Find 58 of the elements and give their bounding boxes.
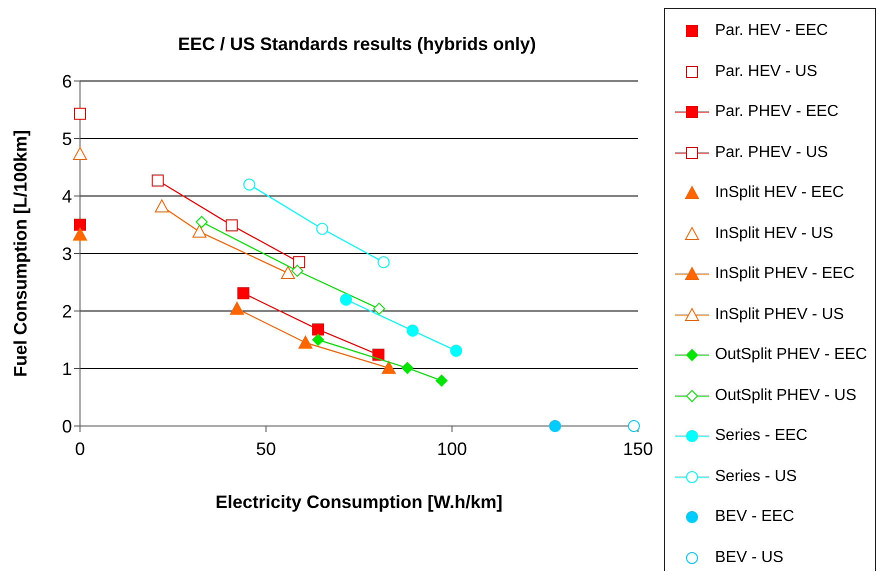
point <box>373 302 386 315</box>
legend-label: Par. PHEV - EEC <box>715 103 839 122</box>
point <box>226 219 238 232</box>
y-axis-title: Fuel Consumption [L/100km] <box>10 130 30 378</box>
point <box>230 302 244 315</box>
point <box>298 336 312 349</box>
point <box>450 344 462 357</box>
legend-label: BEV - US <box>715 548 784 567</box>
point <box>378 256 390 268</box>
x-tick-label: 50 <box>256 438 276 459</box>
point <box>154 199 169 212</box>
point <box>401 362 414 374</box>
point <box>382 360 396 374</box>
point <box>280 266 295 280</box>
x-tick-label: 0 <box>74 438 86 459</box>
x-tick-label: 100 <box>436 438 468 459</box>
y-tick-label: 0 <box>62 416 72 436</box>
x-tick-label: 150 <box>622 438 654 459</box>
point <box>152 174 164 186</box>
legend-label: InSplit HEV - EEC <box>715 184 844 202</box>
legend-label: Par. HEV - EEC <box>715 22 828 40</box>
legend-label: Par. PHEV - US <box>715 144 828 162</box>
point <box>372 348 384 361</box>
point <box>74 218 86 231</box>
legend-label: InSplit PHEV - EEC <box>715 265 855 284</box>
legend-label: Par. HEV - US <box>715 62 818 81</box>
legend-label: Series - US <box>715 468 797 486</box>
point <box>196 216 208 228</box>
legend-label: OutSplit PHEV - US <box>715 386 856 405</box>
legend-label: Series - EEC <box>715 427 808 446</box>
point <box>549 420 562 432</box>
point <box>192 224 206 238</box>
legend-label: InSplit PHEV - US <box>715 306 844 324</box>
point <box>406 324 419 337</box>
y-tick-label: 6 <box>62 71 72 92</box>
point <box>291 264 304 277</box>
point <box>312 334 324 346</box>
point <box>312 323 324 336</box>
legend-label: InSplit HEV - US <box>715 224 834 243</box>
y-tick-label: 4 <box>62 186 72 206</box>
point <box>436 374 448 387</box>
y-tick-label: 1 <box>62 358 72 379</box>
chart-title: EEC / US Standards results (hybrids only) <box>178 34 536 54</box>
legend-label: BEV - EEC <box>715 508 794 526</box>
y-tick-label: 5 <box>62 128 72 149</box>
point <box>293 256 306 268</box>
point <box>237 287 250 300</box>
point <box>73 228 87 241</box>
x-axis-title: Electricity Consumption [W.h/km] <box>215 492 503 512</box>
point <box>316 222 328 235</box>
y-tick-label: 3 <box>62 244 72 264</box>
point <box>340 294 352 306</box>
point <box>74 108 86 120</box>
legend-label: OutSplit PHEV - EEC <box>714 346 867 364</box>
point <box>628 420 640 432</box>
point <box>73 147 87 160</box>
y-tick-label: 2 <box>62 301 72 322</box>
point <box>243 178 256 190</box>
